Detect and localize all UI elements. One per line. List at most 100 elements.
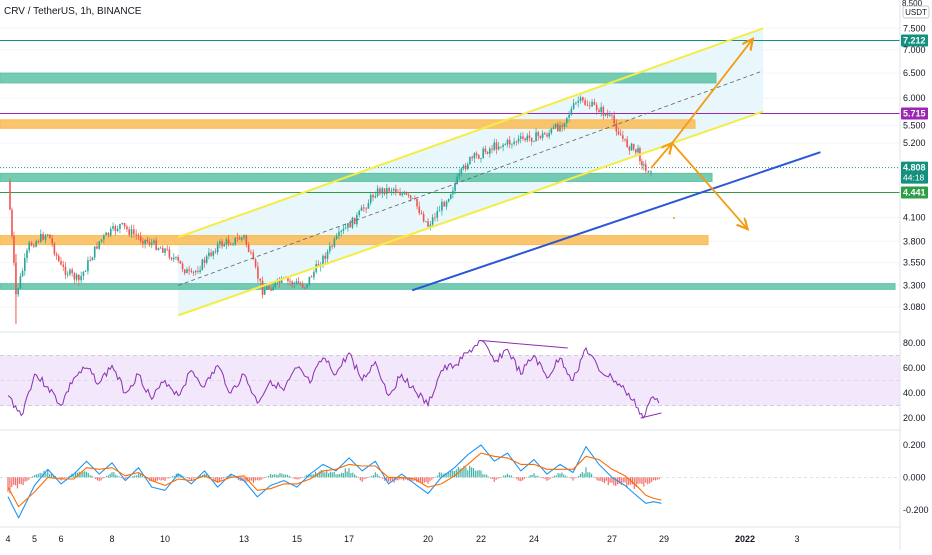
macd-hist-up [501, 476, 503, 478]
macd-hist-up [104, 477, 106, 478]
candle-down [55, 254, 58, 256]
candle-up [121, 222, 124, 224]
price-axis[interactable]: 7.5007.0006.5006.0005.5005.2004.8004.441… [901, 23, 929, 515]
macd-hist-down [160, 477, 162, 481]
macd-hist-down [516, 477, 518, 480]
price-tick-label: 3.080 [903, 302, 926, 312]
macd-hist-up [463, 465, 465, 478]
macd-hist-down [300, 477, 302, 479]
candle-up [650, 171, 652, 173]
candle-up [119, 223, 121, 229]
candle-up [234, 237, 237, 245]
macd-hist-up [173, 475, 176, 478]
candle-down [135, 234, 137, 236]
macd-hist-up [474, 470, 476, 478]
candle-down [304, 287, 306, 289]
candle-down [270, 288, 272, 291]
macd-hist-up [340, 472, 343, 478]
macd-hist-down [30, 477, 32, 478]
macd-hist-up [49, 473, 51, 478]
candle-up [548, 133, 550, 137]
candle-up [80, 276, 82, 281]
candle-up [535, 132, 537, 142]
macd-hist-down [570, 477, 572, 479]
price-tag-label: 5.715 [903, 108, 926, 118]
candle-down [53, 243, 56, 255]
candle-up [386, 187, 388, 195]
time-tick-label: 13 [239, 534, 249, 544]
macd-hist-down [164, 477, 166, 481]
macd-hist-up [277, 474, 279, 478]
macd-hist-up [564, 475, 567, 478]
macd-hist-up [344, 468, 346, 478]
rsi-pane[interactable] [0, 339, 900, 420]
price-tick-label: 3.550 [903, 258, 926, 268]
candle-down [324, 255, 327, 259]
time-axis[interactable]: 4 6 8 10 13 15 17 20 22 24 27 29 2022 35 [5, 534, 799, 544]
candle-up [153, 240, 155, 243]
macd-hist-down [387, 477, 390, 482]
candle-down [51, 238, 53, 244]
candle-down [628, 146, 631, 151]
macd-pane[interactable] [0, 444, 900, 519]
macd-hist-up [561, 472, 563, 478]
macd-hist-up [314, 471, 317, 478]
macd-hist-up [555, 475, 557, 478]
candle-up [438, 210, 441, 212]
candle-up [322, 255, 324, 266]
candle-down [622, 135, 624, 139]
price-tick-label: 6.500 [903, 68, 926, 78]
macd-hist-up [143, 477, 145, 478]
candle-down [586, 104, 589, 106]
macd-hist-down [13, 477, 15, 485]
macd-hist-up [50, 474, 53, 478]
candle-up [265, 286, 268, 290]
macd-hist-down [243, 477, 245, 482]
candle-down [245, 235, 248, 245]
macd-hist-down [389, 477, 391, 482]
macd-hist-down [9, 477, 11, 494]
candle-down [399, 192, 401, 196]
candle-down [297, 281, 300, 284]
candle-up [308, 276, 311, 285]
candle-down [13, 235, 15, 263]
macd-hist-up [76, 472, 78, 478]
macd-hist-up [557, 473, 559, 478]
macd-tick-label: 0.000 [903, 472, 926, 482]
macd-hist-up [326, 469, 328, 478]
macd-hist-up [41, 473, 43, 478]
candle-down [299, 283, 302, 285]
candle-up [306, 284, 308, 288]
candle-down [57, 255, 60, 261]
candle-down [73, 273, 76, 280]
currency-badge[interactable] [902, 5, 930, 19]
macd-hist-down [622, 477, 624, 483]
time-tick-label: 5 [32, 534, 37, 544]
macd-hist-up [141, 475, 143, 478]
macd-hist-down [294, 477, 296, 480]
price-pane[interactable] [0, 27, 900, 324]
candle-up [643, 164, 645, 166]
macd-hist-up [589, 472, 591, 478]
macd-hist-down [250, 477, 253, 481]
candle-down [606, 113, 609, 116]
macd-hist-up [450, 470, 452, 478]
candle-up [497, 146, 500, 150]
macd-hist-up [465, 467, 467, 478]
candle-down [142, 240, 144, 244]
macd-hist-down [643, 477, 645, 487]
macd-hist-up [563, 474, 565, 478]
candle-up [82, 271, 85, 277]
candle-down [268, 286, 270, 289]
candle-down [78, 274, 80, 281]
macd-hist-up [136, 475, 138, 478]
candle-up [462, 165, 465, 169]
candle-down [598, 110, 600, 113]
candle-up [84, 271, 87, 273]
macd-hist-up [113, 472, 115, 478]
candle-down [588, 105, 591, 107]
macd-hist-down [188, 477, 191, 480]
candle-down [289, 280, 291, 282]
